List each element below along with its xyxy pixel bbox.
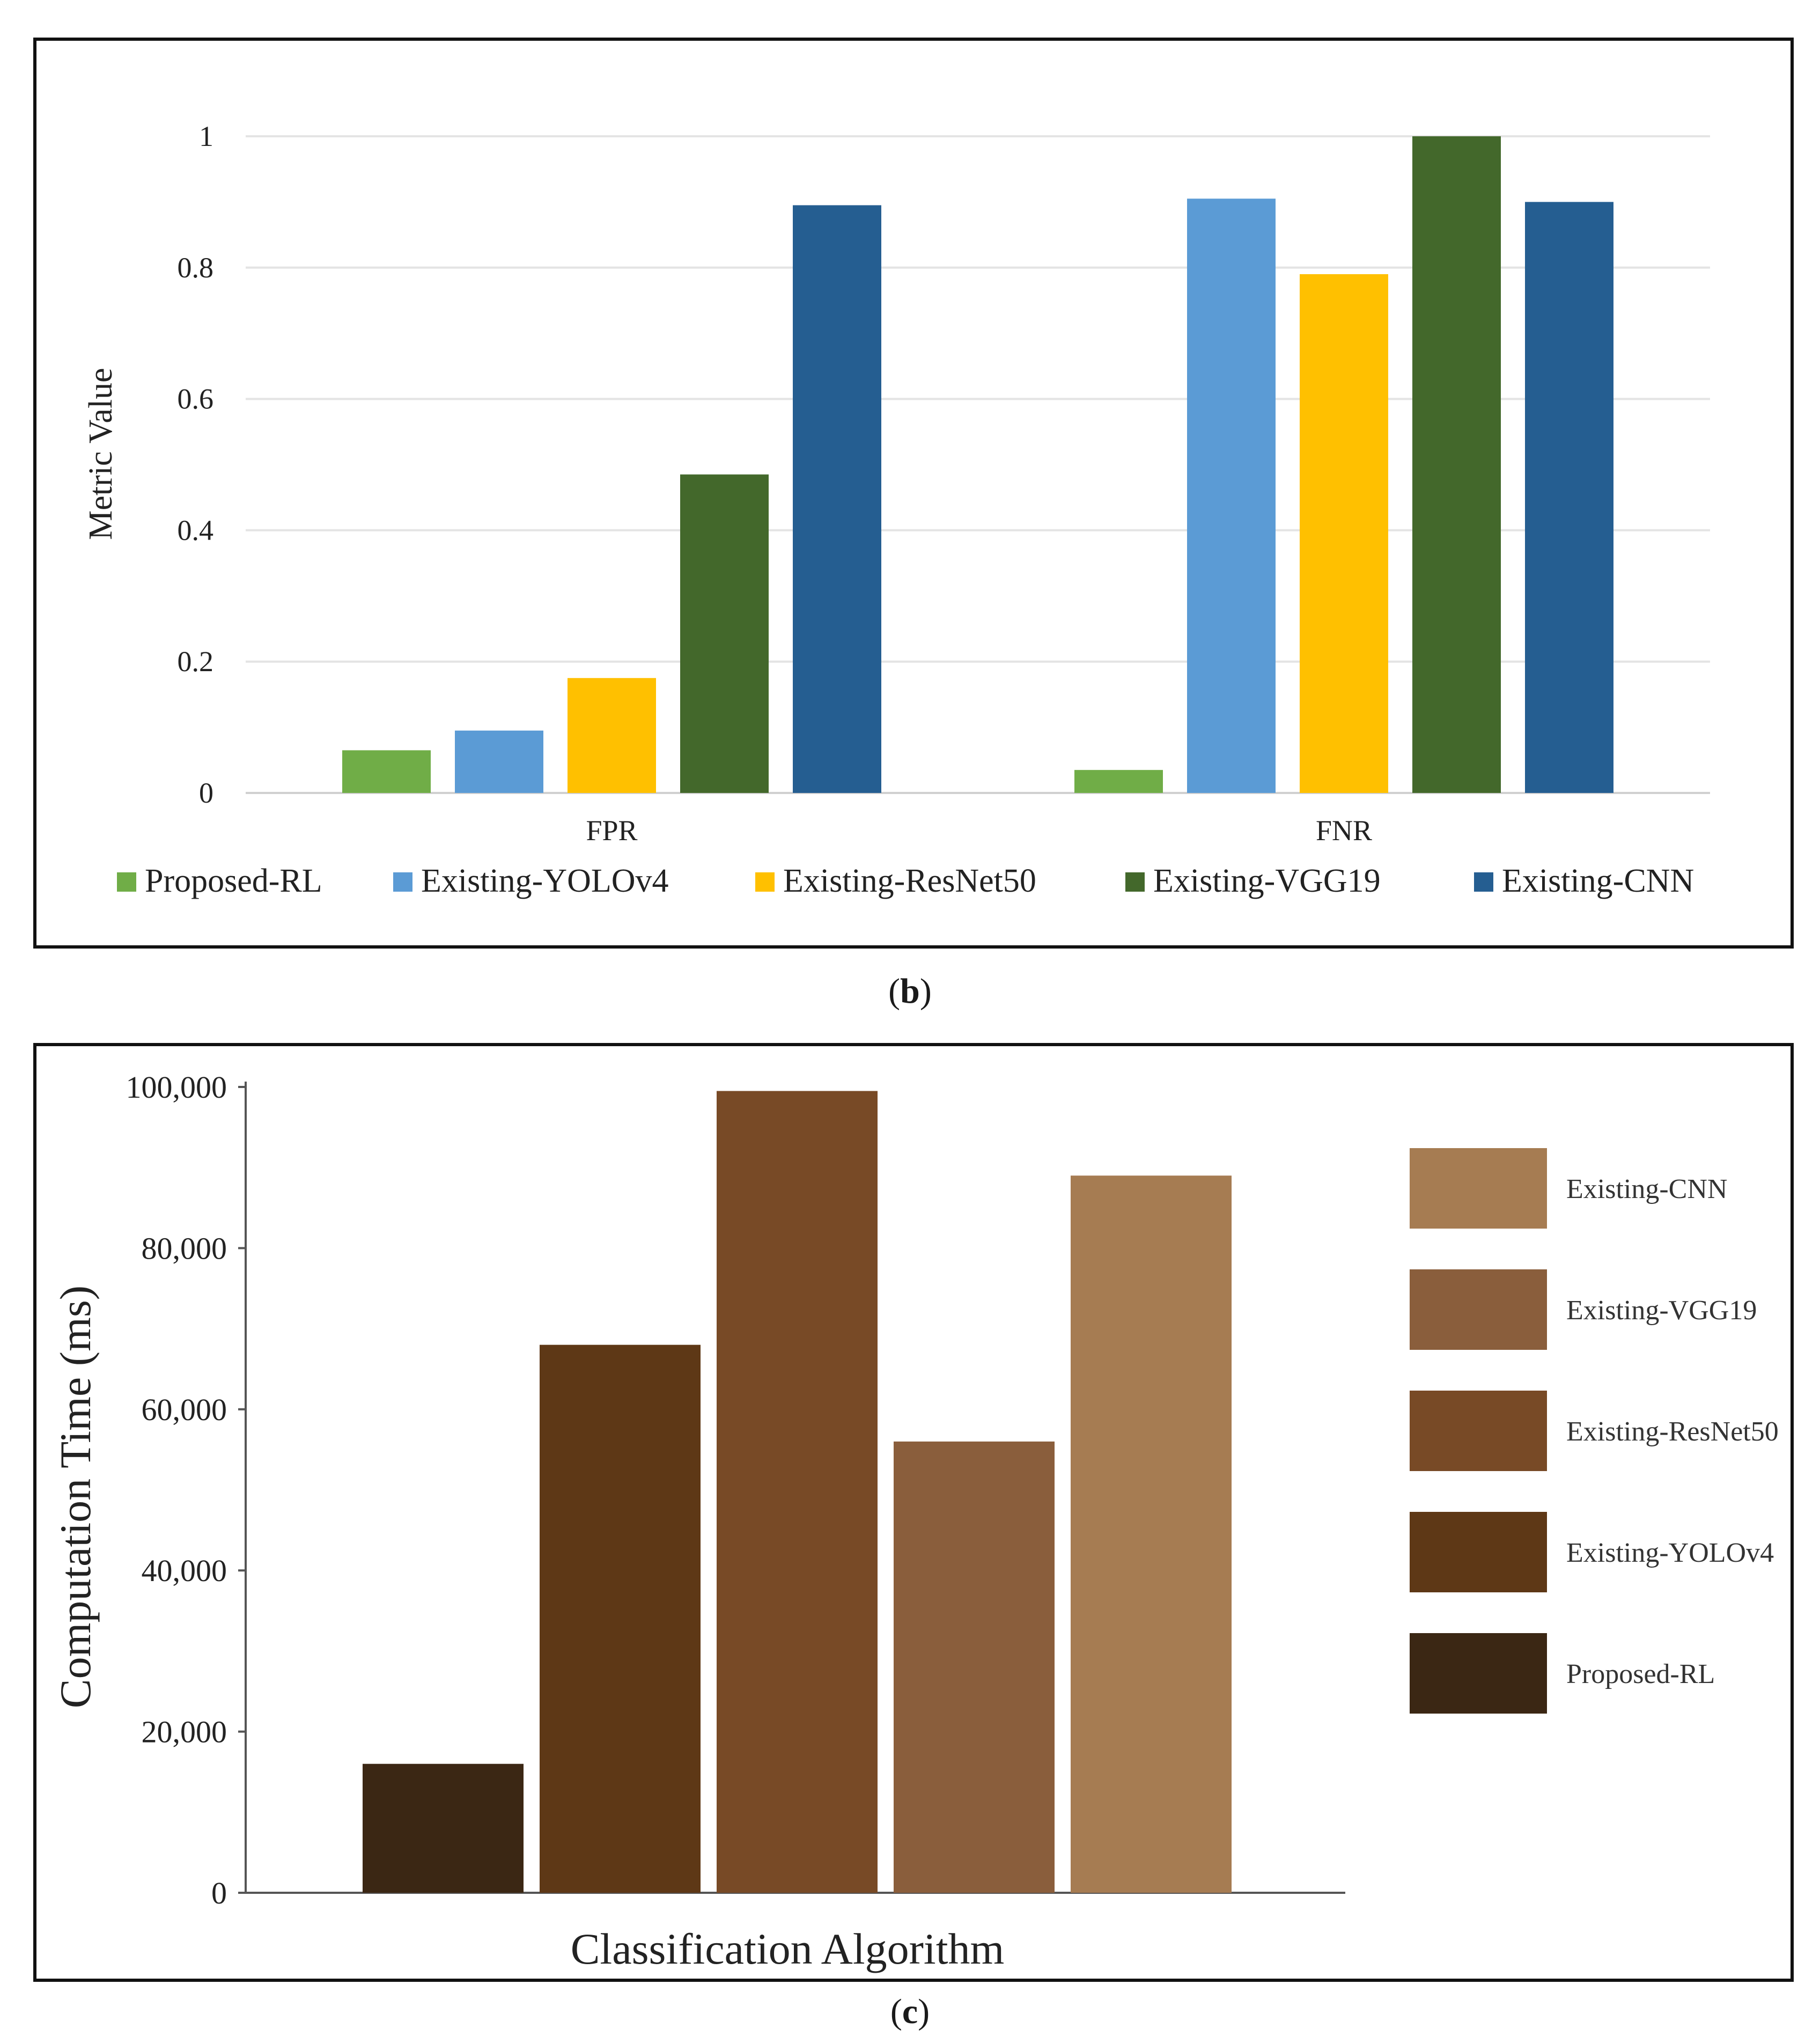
chart-c-legend-swatch <box>1410 1391 1547 1471</box>
chart-c-y-tick-label: 60,000 <box>142 1392 227 1427</box>
chart-b-legend-swatch <box>1474 872 1493 892</box>
chart-b-y-tick-label: 1 <box>199 120 213 152</box>
chart-b-legend-swatch <box>755 872 775 892</box>
caption-c-letter: c <box>902 1992 918 2031</box>
chart-c-legend-label: Existing-CNN <box>1566 1174 1727 1204</box>
chart-b-legend-label: Existing-YOLOv4 <box>421 863 669 899</box>
chart-c-svg: 0 20,000 40,000 60,000 80,000 100,000 Computa… <box>51 1070 1779 1973</box>
caption-c-open: ( <box>890 1992 902 2031</box>
chart-c-legend-label: Existing-ResNet50 <box>1566 1416 1779 1447</box>
chart-b-bar <box>1074 770 1163 793</box>
chart-c-x-axis-label: Classification Algorithm <box>571 1924 1005 1973</box>
chart-b-y-tick-label: 0.2 <box>178 645 214 678</box>
chart-b-svg: 0 0.2 0.4 0.6 0.8 1 FPR FNR Metric Value Propos… <box>83 120 1710 899</box>
chart-b-legend-swatch <box>1125 872 1145 892</box>
chart-c-legend-label: Existing-YOLOv4 <box>1566 1538 1774 1568</box>
chart-b-bar <box>680 474 769 793</box>
chart-b-y-tick-label: 0.6 <box>178 383 214 415</box>
chart-b-legend-label: Proposed-RL <box>145 863 322 899</box>
chart-b-bar <box>1525 202 1613 793</box>
chart-c-legend-label: Existing-VGG19 <box>1566 1295 1757 1326</box>
chart-c-y-axis-label: Computation Time (ms) <box>51 1285 100 1708</box>
chart-c-y-tick-label: 80,000 <box>142 1231 227 1266</box>
chart-b-bar <box>568 678 656 793</box>
chart-c-panel: 0 20,000 40,000 60,000 80,000 100,000 Computa… <box>33 1043 1794 1982</box>
chart-b-bar <box>455 730 543 793</box>
chart-c-bar <box>540 1344 701 1893</box>
chart-b-legend-label: Existing-ResNet50 <box>783 863 1036 899</box>
chart-c-legend-label: Proposed-RL <box>1566 1659 1715 1689</box>
caption-b-close: ) <box>919 972 932 1011</box>
chart-b-axis: 0 0.2 0.4 0.6 0.8 1 FPR FNR <box>178 120 1373 847</box>
chart-c-bar <box>894 1441 1055 1893</box>
chart-b-bar <box>1187 199 1276 793</box>
chart-b-panel: 0 0.2 0.4 0.6 0.8 1 FPR FNR Metric Value Propos… <box>33 38 1794 949</box>
chart-c-y-tick-label: 40,000 <box>142 1553 227 1588</box>
chart-b-legend-swatch <box>117 872 136 892</box>
chart-b-y-tick-label: 0.8 <box>178 252 214 284</box>
caption-c: (c) <box>0 1991 1820 2032</box>
chart-c-bar <box>363 1763 524 1893</box>
chart-b-bar <box>342 750 431 793</box>
chart-b-y-axis-label: Metric Value <box>83 368 119 540</box>
chart-b-legend-swatch <box>393 872 412 892</box>
chart-b-y-tick-label: 0.4 <box>178 514 214 546</box>
chart-b-x-tick-label: FNR <box>1316 814 1372 847</box>
chart-b-legend-label: Existing-VGG19 <box>1153 863 1381 899</box>
caption-c-close: ) <box>918 1992 930 2031</box>
chart-c-legend-swatch <box>1410 1633 1547 1714</box>
chart-c-y-tick-label: 20,000 <box>142 1715 227 1750</box>
chart-b-legend: Proposed-RL Existing-YOLOv4 Existing-ResNe… <box>117 863 1694 899</box>
chart-b-y-tick-label: 0 <box>199 777 213 809</box>
chart-c-bar <box>717 1091 878 1893</box>
caption-b-open: ( <box>888 972 901 1011</box>
chart-b-x-tick-label: FPR <box>586 814 637 847</box>
chart-c-legend-swatch <box>1410 1512 1547 1592</box>
chart-b-bar <box>1412 136 1501 793</box>
chart-c-bar <box>1071 1175 1232 1893</box>
chart-c-axis: 0 20,000 40,000 60,000 80,000 100,000 <box>126 1070 1345 1910</box>
caption-b-letter: b <box>900 972 920 1011</box>
chart-b-bar <box>793 205 881 793</box>
chart-c-bars <box>363 1091 1232 1893</box>
chart-b-legend-label: Existing-CNN <box>1502 863 1694 899</box>
chart-c-y-tick-label: 0 <box>211 1876 227 1910</box>
chart-c-y-tick-label: 100,000 <box>126 1070 227 1105</box>
chart-c-legend-swatch <box>1410 1148 1547 1229</box>
chart-c-legend: Existing-CNN Existing-VGG19 Existing-ResNe… <box>1410 1148 1779 1714</box>
chart-b-bar <box>1300 274 1388 793</box>
caption-b: (b) <box>0 971 1820 1012</box>
chart-b-bars <box>342 136 1613 793</box>
chart-c-legend-swatch <box>1410 1269 1547 1350</box>
